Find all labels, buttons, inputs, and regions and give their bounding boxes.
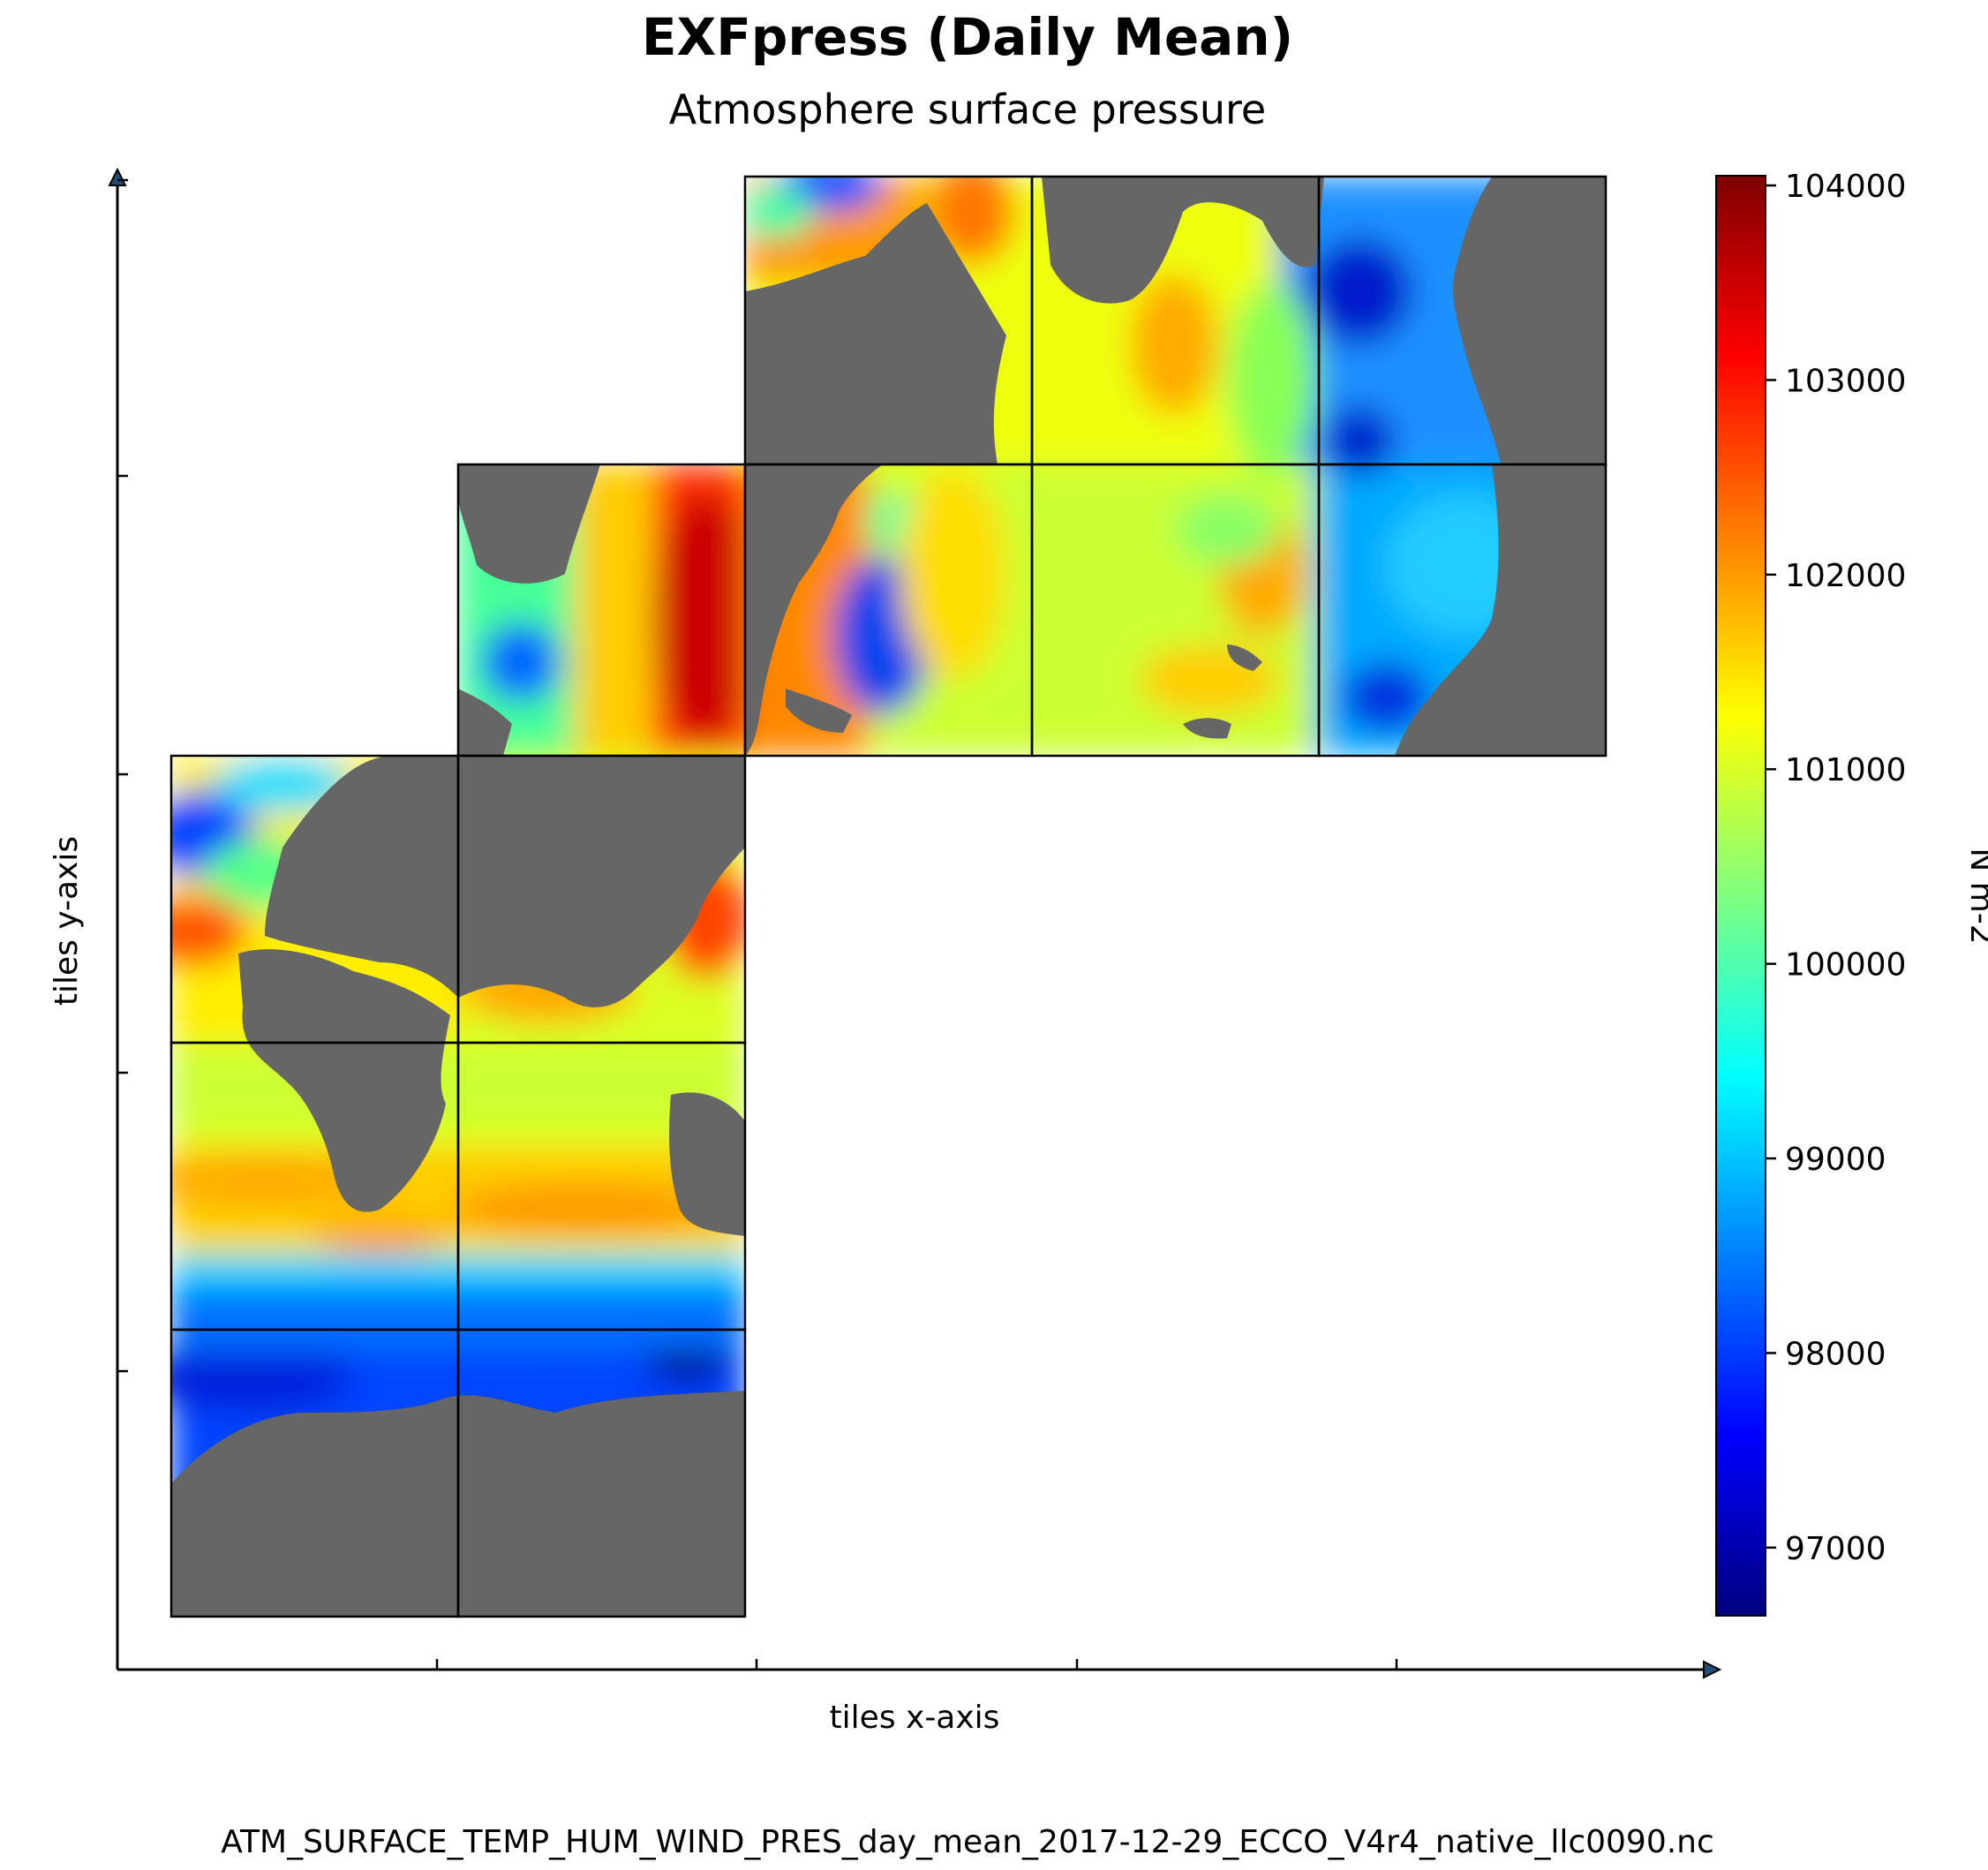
axis-arrows xyxy=(108,167,1722,1679)
land-mask xyxy=(171,177,1606,1617)
colorbar-tick-label: 98000 xyxy=(1785,1336,1886,1372)
x-axis-ticks xyxy=(435,1659,1398,1670)
colorbar-tick-label: 100000 xyxy=(1785,947,1906,984)
tile-frame xyxy=(1317,175,1608,466)
chart-subtitle: Atmosphere surface pressure xyxy=(669,86,1266,133)
colorbar-tick-label: 103000 xyxy=(1785,363,1906,399)
axes xyxy=(116,177,1713,1671)
x-axis-label: tiles x-axis xyxy=(830,1700,1000,1736)
colorbar-tick-label: 104000 xyxy=(1785,169,1906,205)
colorbar-tick-label: 97000 xyxy=(1785,1531,1886,1567)
colorbar xyxy=(1715,175,1766,1617)
y-axis-ticks xyxy=(117,178,128,1373)
y-axis-label: tiles y-axis xyxy=(49,836,85,1006)
colorbar-tick-label: 99000 xyxy=(1785,1142,1886,1178)
x-axis-arrow-icon xyxy=(1703,1660,1722,1679)
chart-title: EXFpress (Daily Mean) xyxy=(642,7,1293,67)
colorbar-tick-label: 101000 xyxy=(1785,752,1906,788)
tile-borders xyxy=(169,175,1608,1618)
y-axis-arrow-icon xyxy=(108,167,127,186)
colorbar-tick-label: 102000 xyxy=(1785,558,1906,594)
colorbar-ticks: 97000 98000 99000 100000 101000 102000 103000 1… xyxy=(1766,169,1906,1567)
colorbar-label: N m-2 xyxy=(1963,848,1988,944)
heatmap-field xyxy=(171,177,1606,1617)
file-name-footer: ATM_SURFACE_TEMP_HUM_WIND_PRES_day_mean_… xyxy=(221,1824,1714,1860)
